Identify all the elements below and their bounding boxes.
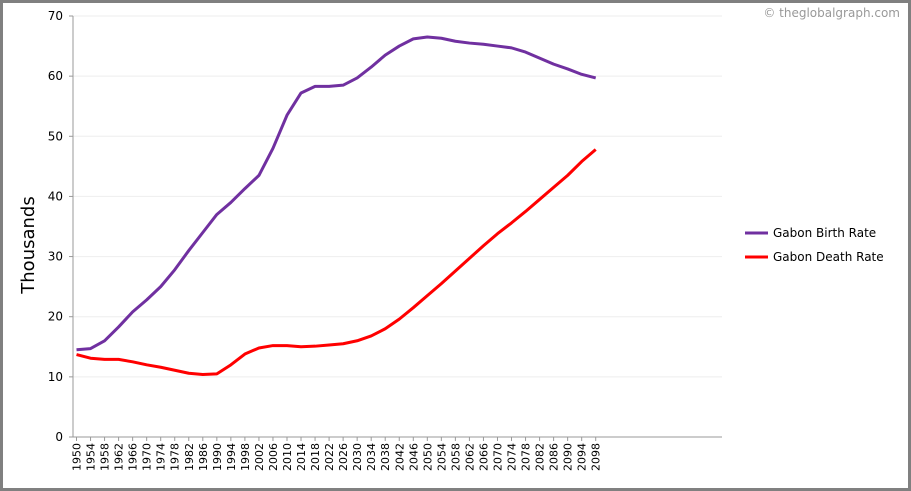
x-tick-label: 2022 [323,443,336,471]
x-tick-label: 2058 [449,443,462,471]
x-tick-label: 1954 [85,443,98,471]
x-tick-label: 2038 [379,443,392,471]
y-axis-label: Thousands [18,196,39,294]
x-tick-label: 2070 [491,443,504,471]
x-tick-label: 2042 [393,443,406,471]
x-tick-label: 2026 [337,443,350,471]
y-tick-label: 60 [48,69,63,83]
y-tick-label: 40 [48,189,63,203]
x-tick-label: 2006 [267,443,280,471]
data-line [76,148,597,376]
x-tick-label: 2010 [281,443,294,471]
x-tick-label: 1990 [211,443,224,471]
y-tick-label: 10 [48,370,63,384]
y-tick-label: 30 [48,250,63,264]
x-tick-label: 1966 [127,443,140,471]
x-tick-label: 2034 [365,443,378,471]
x-tick-label: 2082 [534,443,547,471]
y-tick-label: 20 [48,310,63,324]
data-line [76,35,597,352]
x-tick-label: 1978 [169,443,182,471]
x-tick-label: 2046 [407,443,420,471]
x-tick-label: 2074 [506,443,519,471]
y-tick-label: 50 [48,129,63,143]
x-tick-label: 2030 [351,443,364,471]
x-tick-label: 2018 [309,443,322,471]
y-tick-label: 0 [55,430,63,444]
legend-label: Gabon Death Rate [773,250,884,264]
x-tick-label: 2098 [590,443,603,471]
x-tick-label: 2014 [295,443,308,471]
x-tick-label: 1998 [239,443,252,471]
x-tick-label: 1982 [183,443,196,471]
x-tick-label: 1962 [113,443,126,471]
x-tick-label: 1950 [71,443,84,471]
legend-label: Gabon Birth Rate [773,226,876,240]
x-tick-label: 1974 [155,443,168,471]
credit: © theglobalgraph.com [763,6,900,20]
x-tick-label: 2086 [548,443,561,471]
x-tick-label: 2062 [463,443,476,471]
x-tick-label: 1958 [99,443,112,471]
x-tick-label: 2094 [576,443,589,471]
x-tick-label: 2002 [253,443,266,471]
x-tick-label: 2066 [477,443,490,471]
x-tick-label: 2090 [562,443,575,471]
y-tick-label: 70 [48,9,63,23]
x-tick-label: 1994 [225,443,238,471]
x-tick-label: 2054 [435,443,448,471]
x-tick-label: 1986 [197,443,210,471]
x-tick-label: 1970 [141,443,154,471]
x-tick-label: 2050 [421,443,434,471]
x-tick-label: 2078 [520,443,533,471]
